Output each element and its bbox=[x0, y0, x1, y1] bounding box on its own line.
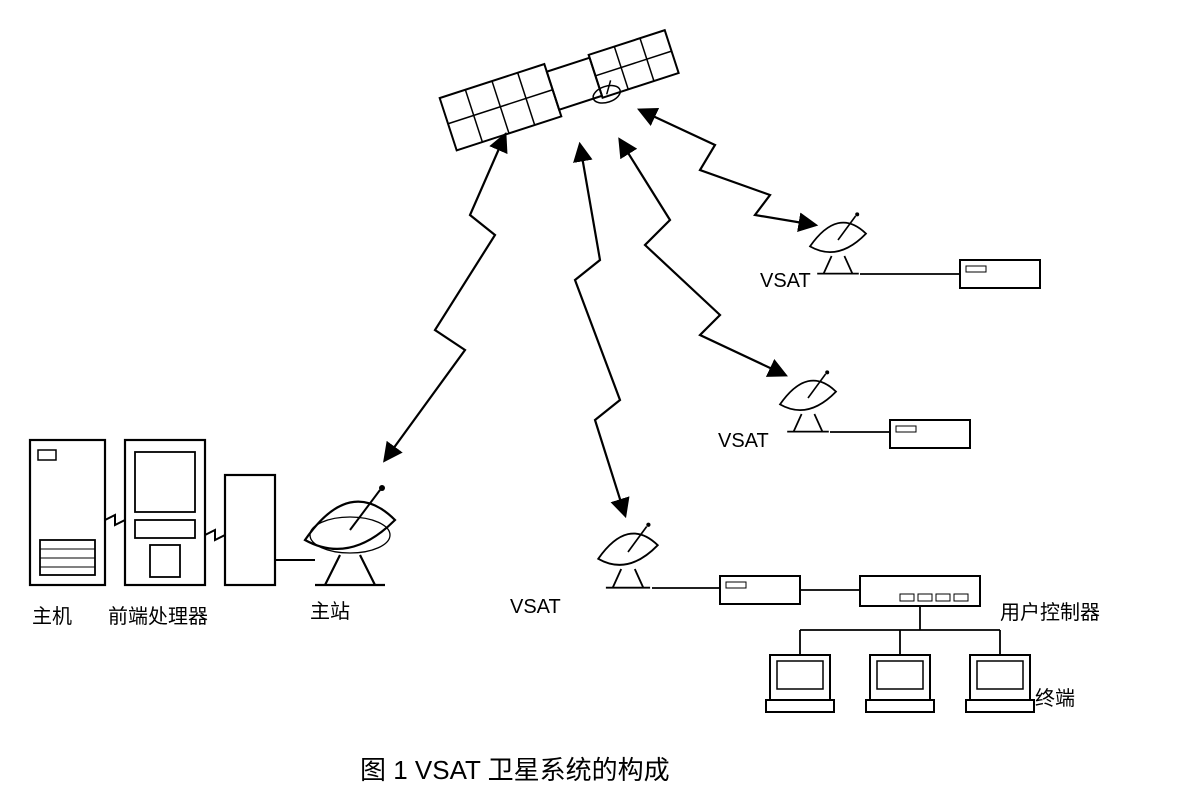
wire-fep-hub bbox=[205, 530, 225, 540]
terminal-c-icon bbox=[966, 655, 1034, 712]
terminal-a-icon bbox=[766, 655, 834, 712]
vsat-dish-1-icon bbox=[810, 212, 866, 273]
wire-host-fep bbox=[105, 515, 125, 525]
modem-3-icon bbox=[720, 576, 800, 604]
host-icon bbox=[30, 440, 105, 585]
link-sat-vsat1 bbox=[640, 110, 815, 225]
label-fep: 前端处理器 bbox=[108, 600, 208, 629]
vsat-dish-2-icon bbox=[780, 370, 836, 431]
controller-icon bbox=[860, 576, 980, 606]
modem-1-icon bbox=[960, 260, 1040, 288]
label-host: 主机 bbox=[32, 600, 72, 629]
label-vsat2: VSAT bbox=[718, 430, 769, 453]
label-vsat3: VSAT bbox=[510, 596, 561, 619]
hub-box-icon bbox=[225, 475, 275, 585]
fep-icon bbox=[125, 440, 205, 585]
figure-caption: 图 1 VSAT 卫星系统的构成 bbox=[360, 750, 670, 787]
link-sat-hub bbox=[385, 135, 505, 460]
vsat-dish-3-icon bbox=[598, 523, 658, 588]
link-sat-vsat2 bbox=[620, 140, 785, 375]
terminal-b-icon bbox=[866, 655, 934, 712]
label-hub: 主站 bbox=[310, 595, 350, 624]
label-vsat1: VSAT bbox=[760, 270, 811, 293]
hub-dish-icon bbox=[305, 485, 395, 585]
link-sat-vsat3 bbox=[575, 145, 625, 515]
diagram-canvas bbox=[0, 0, 1204, 797]
label-user-ctrl: 用户控制器 bbox=[1000, 596, 1100, 625]
label-terminal: 终端 bbox=[1035, 682, 1075, 711]
satellite-icon bbox=[440, 25, 681, 151]
modem-2-icon bbox=[890, 420, 970, 448]
